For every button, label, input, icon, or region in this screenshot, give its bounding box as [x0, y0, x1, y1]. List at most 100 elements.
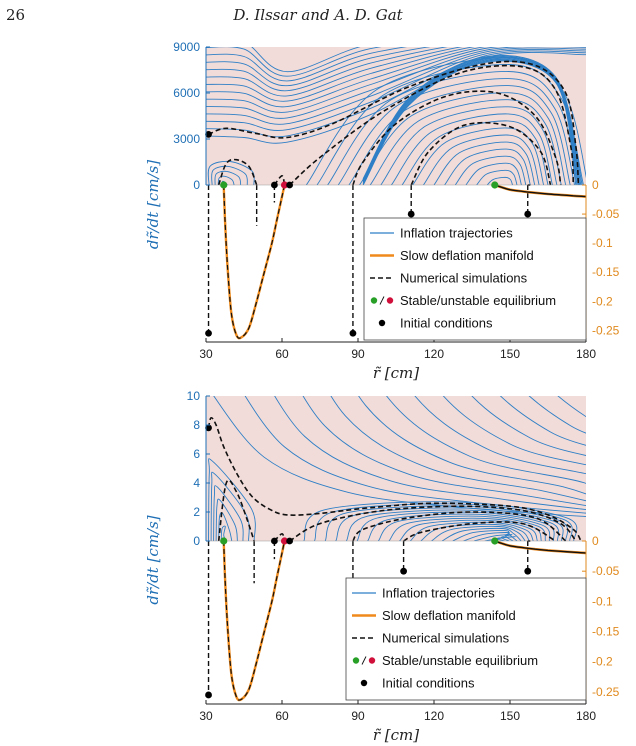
inflation-trajectory [206, 47, 586, 125]
y-tick-label: 6000 [173, 86, 200, 100]
inflation-trajectory [274, 396, 586, 511]
x-tick-label: 150 [500, 347, 520, 361]
initial-condition [407, 210, 415, 218]
legend-entry: Numerical simulations [382, 631, 510, 646]
inflation-trajectory [206, 50, 586, 138]
inflation-trajectory [452, 530, 518, 541]
x-tick-label: 120 [424, 347, 444, 361]
inflation-trajectory [471, 396, 586, 456]
x-axis-label: r̃ [cm] [373, 726, 419, 744]
inflation-trajectory [206, 52, 586, 144]
inflation-trajectories [208, 396, 586, 541]
numerical-simulation [217, 158, 258, 186]
y2-tick-label: -0.15 [592, 265, 620, 279]
y-tick-label: 9000 [173, 40, 200, 54]
y2-tick-label: -0.1 [592, 236, 613, 250]
inflation-trajectory [369, 99, 562, 185]
numerical-simulation [223, 184, 286, 339]
x-tick-label: 150 [500, 709, 520, 723]
inflation-trajectory [380, 106, 558, 185]
inflation-trajectory [206, 47, 431, 87]
numerical-simulation [403, 521, 556, 542]
legend-entry: Numerical simulations [400, 271, 528, 286]
legend-box [345, 577, 587, 701]
inflation-trajectory [213, 485, 244, 541]
legend-entry: Slow deflation manifold [400, 248, 534, 263]
unstable-equilibrium [280, 537, 289, 545]
initial-condition [205, 329, 212, 337]
y-tick-label: 10 [187, 389, 201, 403]
y2-tick-label: -0.05 [592, 207, 620, 221]
legend-entry: Stable/unstable equilibrium [382, 653, 538, 668]
y2-tick-label: -0.25 [592, 685, 620, 699]
inflation-trajectory [465, 162, 522, 185]
legend-entry: Stable/unstable equilibrium [400, 293, 556, 308]
inflation-trajectory [330, 396, 586, 502]
y-tick-label: 2 [193, 505, 200, 519]
inflation-trajectory [217, 175, 235, 185]
numerical-simulation [352, 90, 562, 186]
initial-condition [271, 181, 278, 189]
inflation-trajectory [362, 59, 578, 185]
inflation-trajectory [345, 509, 560, 541]
inflation-trajectory [420, 523, 530, 541]
y-tick-label: 0 [193, 178, 200, 192]
legend-swatch-unstable [386, 297, 394, 304]
initial-condition [205, 131, 212, 138]
legend-swatch-slash [379, 296, 385, 305]
inflation-trajectory [206, 47, 408, 82]
inflation-trajectory [251, 47, 361, 73]
legend-entry: Initial conditions [400, 316, 493, 331]
stable-equilibrium [491, 537, 499, 545]
legend-swatch-slash [361, 656, 367, 665]
page-number: 26 [6, 6, 26, 24]
slow-deflation-manifold [222, 540, 286, 702]
y2-tick-label: 0 [592, 534, 599, 548]
inflation-trajectory [335, 507, 564, 541]
y2-tick-label: 0 [592, 178, 599, 192]
inflation-trajectory [206, 47, 382, 77]
inflation-trajectory [206, 47, 500, 113]
inflation-trajectory [210, 471, 250, 541]
numerical-simulation [223, 540, 286, 701]
y-tick-label: 0 [193, 534, 200, 548]
inflation-trajectory [484, 536, 516, 541]
inflation-trajectory [391, 113, 553, 185]
slow-deflation-manifold-tail [494, 539, 587, 555]
y2-tick-label: -0.2 [592, 294, 613, 308]
inflation-trajectory [206, 47, 486, 108]
inflation-trajectory [218, 512, 233, 541]
inflation-trajectory [206, 47, 586, 119]
initial-condition [524, 567, 532, 575]
y2-tick-label: -0.05 [592, 564, 620, 578]
legend-entry: Initial conditions [382, 676, 475, 691]
y2-tick-label: -0.1 [592, 594, 613, 608]
y-tick-label: 8 [193, 418, 200, 432]
legend-swatch-unstable [368, 657, 376, 664]
phase-portrait-top: 0 3000 6000 9000 0 -0.05 -0.1 -0.15 -0.2 -0.25 30 6… [144, 40, 620, 382]
initial-condition [205, 424, 212, 432]
legend-swatch-initial [360, 679, 368, 687]
legend-swatch-stable [352, 657, 360, 664]
stable-equilibrium [220, 537, 228, 545]
numerical-simulation [410, 121, 552, 186]
inflation-trajectory [412, 127, 545, 185]
inflation-trajectory [473, 534, 513, 541]
phase-portrait-bottom: 0 2 4 6 8 10 0 -0.05 -0.1 -0.15 -0.2 -0.25 30 60 90 120… [144, 389, 620, 744]
legend-entry: Inflation trajectories [382, 586, 495, 601]
numerical-simulation [289, 505, 577, 542]
y2-tick-label: -0.2 [592, 655, 613, 669]
inflation-trajectory [220, 525, 227, 541]
inflation-trajectory [414, 396, 586, 475]
inflation-trajectory [206, 47, 475, 102]
inflation-trajectory [386, 396, 586, 484]
inflation-trajectory [337, 78, 576, 185]
inflation-trajectory [208, 458, 256, 541]
inflation-trajectory [215, 498, 238, 541]
inflation-trajectory [433, 141, 536, 185]
shaded-region [206, 396, 586, 541]
initial-condition [524, 210, 532, 218]
inflation-trajectory [214, 170, 242, 185]
y-tick-label: 6 [193, 447, 200, 461]
numerical-simulation [207, 416, 582, 542]
